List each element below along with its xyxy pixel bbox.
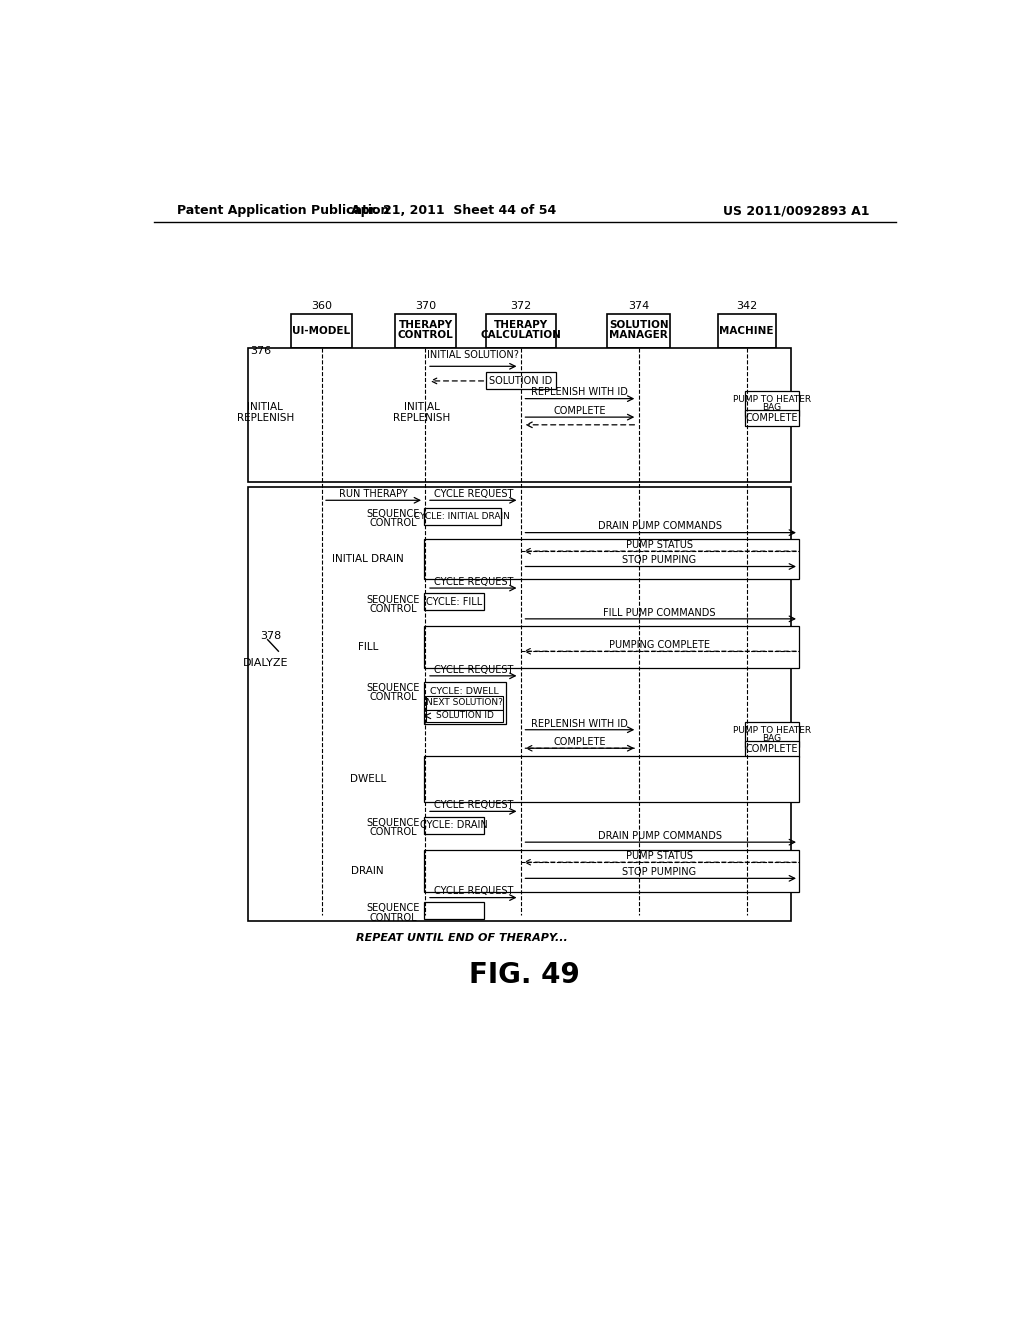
Text: CONTROL: CONTROL	[370, 603, 417, 614]
Text: INITIAL
REPLENISH: INITIAL REPLENISH	[393, 401, 451, 424]
Bar	[718, 314, 776, 348]
Text: SOLUTION: SOLUTION	[609, 319, 669, 330]
Bar	[426, 696, 503, 710]
Text: PUMPING COMPLETE: PUMPING COMPLETE	[609, 640, 710, 649]
Text: SOLUTION ID: SOLUTION ID	[436, 711, 494, 721]
Bar	[745, 411, 799, 425]
Bar	[291, 314, 352, 348]
Bar	[248, 348, 792, 482]
Text: CYCLE REQUEST: CYCLE REQUEST	[433, 800, 513, 810]
Bar	[745, 722, 799, 747]
Text: MANAGER: MANAGER	[609, 330, 668, 341]
Text: BAG: BAG	[763, 734, 781, 743]
Text: 360: 360	[311, 301, 332, 312]
Text: CONTROL: CONTROL	[370, 519, 417, 528]
Bar	[424, 626, 799, 668]
Text: COMPLETE: COMPLETE	[745, 744, 799, 754]
Bar	[745, 742, 799, 756]
Text: PUMP TO HEATER: PUMP TO HEATER	[733, 395, 811, 404]
Text: COMPLETE: COMPLETE	[553, 407, 606, 416]
Text: CYCLE: INITIAL DRAIN: CYCLE: INITIAL DRAIN	[415, 512, 510, 521]
Text: THERAPY: THERAPY	[494, 319, 548, 330]
Text: DWELL: DWELL	[349, 774, 386, 784]
Bar	[394, 314, 457, 348]
Text: FILL: FILL	[357, 642, 378, 652]
Text: REPLENISH WITH ID: REPLENISH WITH ID	[531, 388, 628, 397]
Bar	[424, 756, 799, 803]
Text: INITIAL SOLUTION?: INITIAL SOLUTION?	[427, 350, 519, 360]
Text: PUMP STATUS: PUMP STATUS	[626, 851, 693, 861]
Bar	[607, 314, 671, 348]
Text: CYCLE: DRAIN: CYCLE: DRAIN	[420, 820, 487, 830]
Text: 370: 370	[415, 301, 436, 312]
Bar	[486, 314, 556, 348]
Text: INITIAL DRAIN: INITIAL DRAIN	[332, 554, 403, 564]
Text: PUMP STATUS: PUMP STATUS	[626, 540, 693, 550]
Text: REPLENISH WITH ID: REPLENISH WITH ID	[531, 718, 628, 729]
Text: SEQUENCE: SEQUENCE	[367, 594, 420, 605]
Text: US 2011/0092893 A1: US 2011/0092893 A1	[723, 205, 869, 218]
Text: CONTROL: CONTROL	[370, 912, 417, 923]
Text: 378: 378	[260, 631, 282, 640]
Bar	[486, 372, 556, 389]
Text: SOLUTION ID: SOLUTION ID	[489, 376, 553, 385]
Bar	[426, 710, 503, 722]
Text: SEQUENCE: SEQUENCE	[367, 510, 420, 519]
Text: Apr. 21, 2011  Sheet 44 of 54: Apr. 21, 2011 Sheet 44 of 54	[351, 205, 557, 218]
Text: 374: 374	[628, 301, 649, 312]
Text: CALCULATION: CALCULATION	[480, 330, 561, 341]
Text: CONTROL: CONTROL	[370, 828, 417, 837]
Text: PUMP TO HEATER: PUMP TO HEATER	[733, 726, 811, 735]
Text: COMPLETE: COMPLETE	[745, 413, 799, 422]
Text: DRAIN PUMP COMMANDS: DRAIN PUMP COMMANDS	[598, 832, 722, 841]
Text: CYCLE REQUEST: CYCLE REQUEST	[433, 887, 513, 896]
Text: BAG: BAG	[763, 404, 781, 412]
Text: Patent Application Publication: Patent Application Publication	[177, 205, 389, 218]
Text: CONTROL: CONTROL	[370, 693, 417, 702]
Text: CYCLE REQUEST: CYCLE REQUEST	[433, 577, 513, 587]
Text: NEXT SOLUTION?: NEXT SOLUTION?	[426, 698, 503, 708]
Text: DIALYZE: DIALYZE	[243, 657, 288, 668]
Text: CONTROL: CONTROL	[397, 330, 454, 341]
Text: STOP PUMPING: STOP PUMPING	[623, 867, 696, 878]
Text: INITIAL
REPLENISH: INITIAL REPLENISH	[237, 401, 294, 424]
Text: MACHINE: MACHINE	[719, 326, 774, 335]
Bar	[424, 594, 484, 610]
Text: SEQUENCE: SEQUENCE	[367, 684, 420, 693]
Text: CYCLE: FILL: CYCLE: FILL	[426, 597, 482, 607]
Text: FIG. 49: FIG. 49	[469, 961, 581, 989]
Text: THERAPY: THERAPY	[398, 319, 453, 330]
Text: CYCLE REQUEST: CYCLE REQUEST	[433, 490, 513, 499]
Text: REPEAT UNTIL END OF THERAPY...: REPEAT UNTIL END OF THERAPY...	[355, 933, 567, 942]
Text: SEQUENCE: SEQUENCE	[367, 903, 420, 913]
Text: CYCLE: DWELL: CYCLE: DWELL	[430, 686, 499, 696]
Bar	[745, 391, 799, 416]
Bar	[248, 487, 792, 921]
Bar	[424, 682, 506, 723]
Bar	[424, 817, 484, 834]
Text: FILL PUMP COMMANDS: FILL PUMP COMMANDS	[603, 607, 716, 618]
Bar	[424, 508, 501, 525]
Text: COMPLETE: COMPLETE	[553, 737, 606, 747]
Text: CYCLE REQUEST: CYCLE REQUEST	[433, 665, 513, 675]
Text: UI-MODEL: UI-MODEL	[293, 326, 350, 335]
Bar	[424, 850, 799, 892]
Bar	[424, 903, 484, 919]
Text: STOP PUMPING: STOP PUMPING	[623, 556, 696, 565]
Text: 342: 342	[736, 301, 757, 312]
Bar	[424, 539, 799, 579]
Text: 372: 372	[510, 301, 531, 312]
Text: SEQUENCE: SEQUENCE	[367, 818, 420, 828]
Text: DRAIN: DRAIN	[351, 866, 384, 875]
Text: DRAIN PUMP COMMANDS: DRAIN PUMP COMMANDS	[598, 521, 722, 532]
Text: RUN THERAPY: RUN THERAPY	[339, 490, 408, 499]
Text: 376: 376	[250, 346, 271, 356]
